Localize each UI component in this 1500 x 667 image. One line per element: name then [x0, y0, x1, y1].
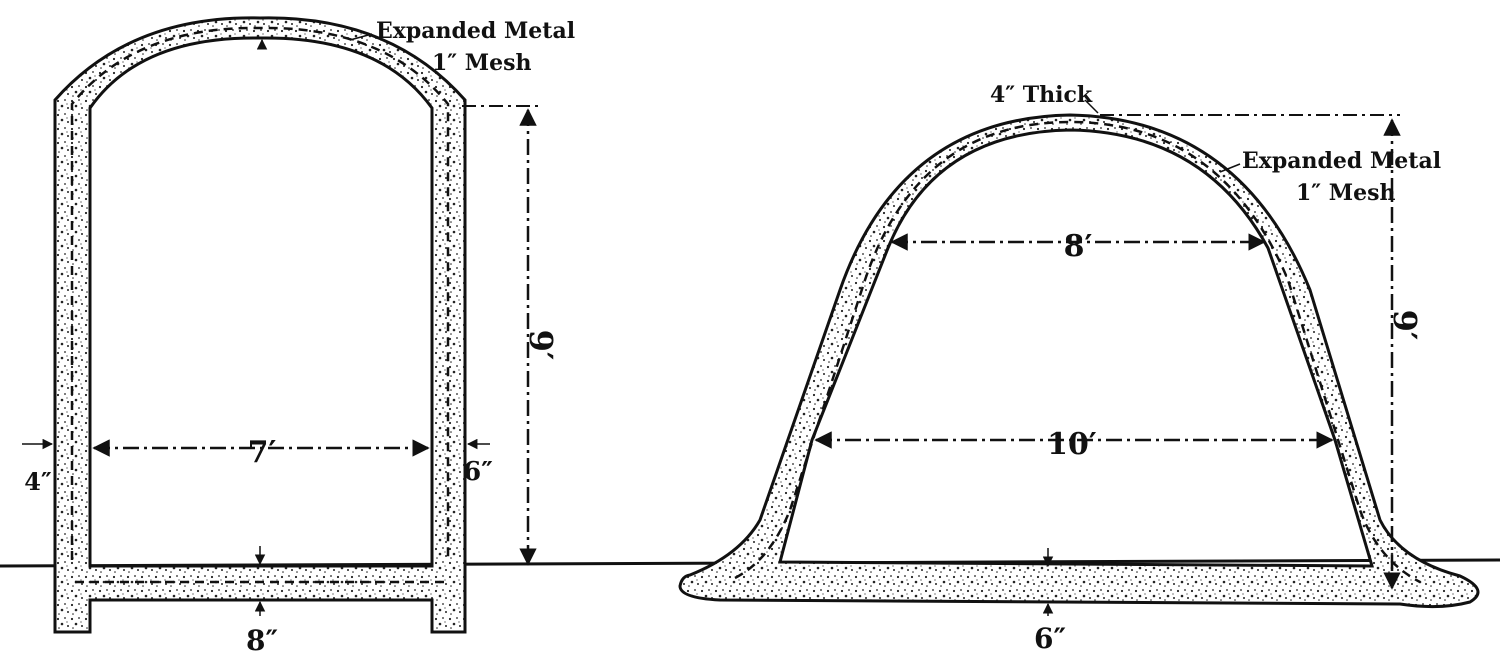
left-section-concrete-shell: [53, 16, 467, 634]
right-floor-thickness-label: 6″: [1034, 622, 1066, 655]
right-height-label: 9′: [1386, 310, 1424, 341]
left-section-mesh: [70, 26, 450, 560]
left-height-label: 9′: [522, 330, 560, 361]
right-mesh-label-line1: Expanded Metal: [1242, 148, 1441, 174]
right-crown-thickness-label: 4″ Thick: [990, 82, 1093, 108]
left-floor-thickness-label: 8″: [246, 624, 278, 657]
right-mesh-label-line2: 1″ Mesh: [1296, 180, 1396, 206]
right-section: 8′ 10′ 9′ 6″ 4″ Thick Expanded Metal 1″ …: [678, 82, 1480, 655]
left-wall-thickness-label: 4″: [24, 467, 52, 496]
right-wall-thickness-label: 6″: [463, 457, 493, 487]
right-section-concrete-shell: [678, 113, 1480, 609]
right-lower-width-label: 10′: [1047, 427, 1097, 462]
left-width-label: 7′: [248, 435, 277, 470]
left-mesh-label-line1: Expanded Metal: [376, 18, 575, 44]
left-mesh-label-line2: 1″ Mesh: [432, 50, 532, 76]
left-section: 9′ 7′ 4″ 6″ 8″ Expanded Metal 1″ Mesh: [22, 16, 575, 657]
right-upper-width-label: 8′: [1064, 229, 1093, 264]
